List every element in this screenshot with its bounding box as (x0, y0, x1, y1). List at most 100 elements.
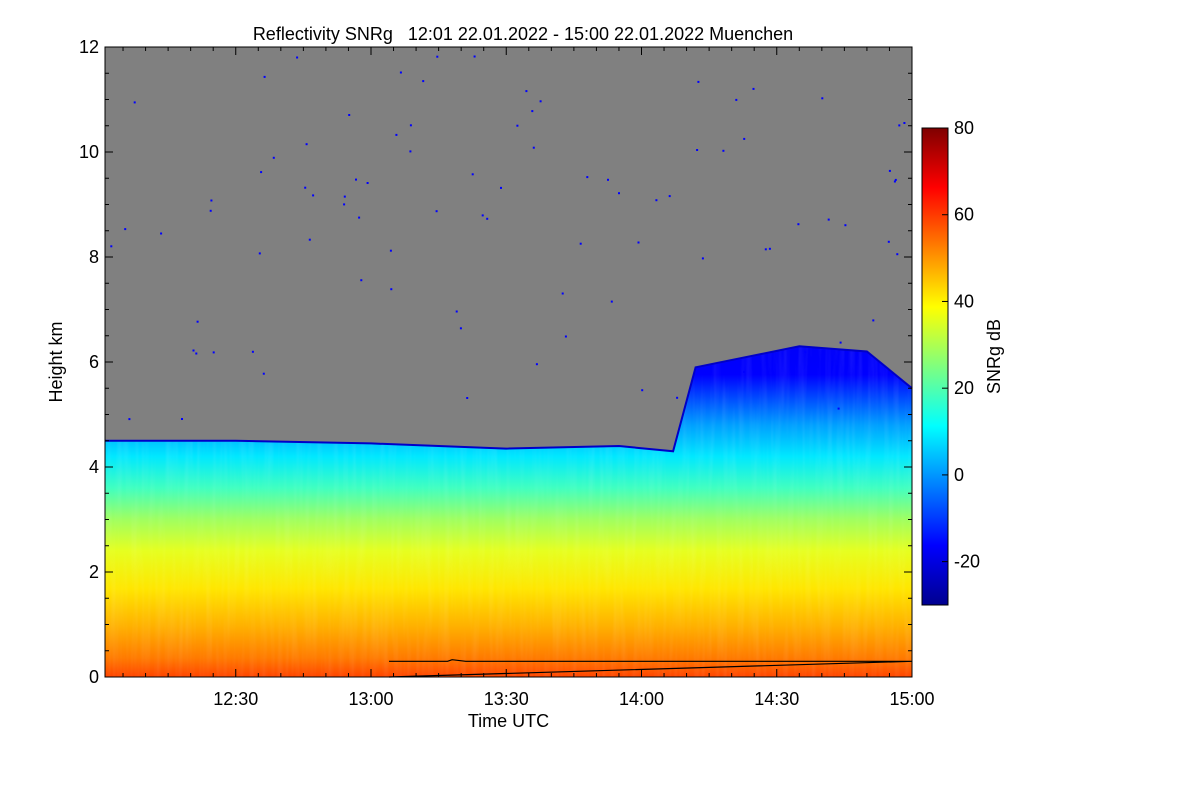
x-axis-label: Time UTC (468, 711, 549, 731)
noise-speckle (752, 87, 755, 90)
y-tick-label: 10 (79, 142, 99, 162)
y-tick-label: 6 (89, 352, 99, 372)
noise-speckle (893, 180, 896, 183)
noise-speckle (260, 171, 263, 174)
noise-speckle (459, 327, 462, 330)
x-tick-label: 13:30 (484, 689, 529, 709)
noise-speckle (903, 122, 906, 124)
noise-speckle (343, 203, 346, 206)
noise-speckle (181, 418, 183, 420)
noise-speckle (804, 351, 807, 354)
colorbar-tick-label: 60 (954, 205, 974, 225)
noise-speckle (308, 238, 311, 241)
y-tick-label: 12 (79, 37, 99, 57)
y-axis: 0 2 4 6 8 10 12 (79, 37, 912, 687)
noise-speckle (500, 186, 502, 189)
noise-speckle (343, 195, 346, 198)
noise-speckle (133, 101, 136, 104)
noise-speckle (525, 90, 528, 93)
noise-speckle (743, 370, 745, 373)
y-tick-label: 2 (89, 562, 99, 582)
colorbar-ticks: -20 0 20 40 60 80 (942, 118, 980, 572)
noise-speckle (697, 80, 700, 83)
noise-speckle (607, 178, 609, 181)
noise-speckle (366, 182, 369, 184)
noise-speckle (436, 55, 439, 58)
noise-speckle (395, 133, 398, 136)
noise-speckle (641, 389, 644, 392)
noise-speckle (195, 352, 198, 355)
noise-speckle (435, 210, 438, 213)
noise-speckle (743, 137, 746, 140)
noise-speckle (192, 349, 195, 352)
noise-speckles (110, 55, 906, 421)
noise-speckle (210, 199, 213, 202)
noise-speckle (471, 173, 474, 176)
noise-speckle (160, 232, 163, 235)
noise-speckle (764, 248, 767, 251)
noise-speckle (128, 418, 131, 421)
noise-speckle (539, 100, 542, 103)
noise-speckle (610, 300, 613, 303)
noise-speckle (481, 214, 484, 217)
noise-speckle (304, 186, 307, 189)
noise-speckle (844, 224, 847, 227)
noise-speckle (579, 242, 582, 245)
colorbar: -20 0 20 40 60 80 SNRg dB (921, 118, 1004, 606)
noise-speckle (898, 124, 901, 127)
noise-speckle (258, 252, 261, 255)
noise-speckle (888, 169, 891, 172)
noise-speckle (637, 241, 640, 244)
y-tick-label: 8 (89, 247, 99, 267)
noise-speckle (821, 97, 824, 100)
noise-speckle (872, 319, 875, 322)
noise-speckle (262, 372, 265, 375)
noise-speckle (110, 245, 113, 248)
noise-speckle (618, 192, 620, 195)
colorbar-tick-label: -20 (954, 552, 980, 572)
noise-speckle (532, 146, 535, 149)
noise-speckle (296, 56, 299, 59)
noise-speckle (839, 341, 842, 344)
noise-speckle (797, 223, 800, 226)
colorbar-tick-label: 40 (954, 291, 974, 311)
noise-speckle (263, 75, 266, 78)
noise-speckle (473, 55, 476, 58)
noise-speckle (124, 228, 127, 231)
colorbar-tick-label: 20 (954, 378, 974, 398)
noise-speckle (409, 124, 412, 127)
x-tick-label: 14:30 (754, 689, 799, 709)
noise-speckle (455, 310, 458, 313)
noise-speckle (768, 247, 771, 250)
noise-speckle (668, 195, 671, 198)
noise-speckle (196, 320, 199, 323)
noise-speckle (209, 209, 212, 212)
x-tick-label: 15:00 (889, 689, 934, 709)
noise-speckle (837, 407, 840, 410)
noise-speckle (409, 150, 412, 153)
y-tick-label: 4 (89, 457, 99, 477)
colorbar-gradient (921, 127, 949, 606)
colorbar-label: SNRg dB (984, 319, 1004, 394)
noise-speckle (696, 149, 699, 151)
colorbar-tick-label: 0 (954, 465, 964, 485)
y-axis-label: Height km (46, 321, 66, 402)
x-tick-label: 14:00 (619, 689, 664, 709)
noise-speckle (535, 363, 538, 366)
noise-speckle (212, 351, 215, 354)
noise-speckle (655, 199, 658, 202)
noise-speckle (390, 288, 393, 291)
noise-speckle (422, 80, 425, 83)
noise-speckle (358, 216, 361, 219)
noise-speckle (896, 253, 899, 256)
noise-speckle (466, 397, 469, 399)
noise-speckle (389, 249, 392, 252)
colorbar-tick-label: 80 (954, 118, 974, 138)
noise-speckle (516, 124, 519, 127)
noise-speckle (272, 156, 275, 159)
noise-speckle (531, 110, 534, 113)
noise-speckle (251, 350, 254, 353)
x-tick-label: 12:30 (213, 689, 258, 709)
noise-speckle (676, 396, 679, 399)
